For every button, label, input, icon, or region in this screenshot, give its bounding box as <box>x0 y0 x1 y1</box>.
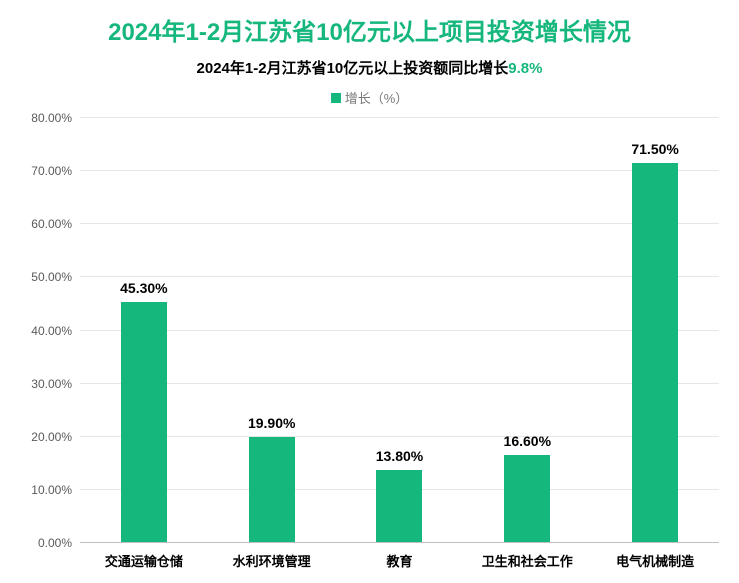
ytick-label: 80.00% <box>31 111 72 125</box>
xtick-label: 交通运输仓储 <box>105 551 183 570</box>
bar: 45.30% <box>121 302 167 543</box>
xtick-label: 卫生和社会工作 <box>482 551 573 570</box>
legend: 增长（%） <box>0 88 739 107</box>
bar-value-label: 19.90% <box>248 415 295 431</box>
chart-title: 2024年1-2月江苏省10亿元以上项目投资增长情况 <box>0 0 739 47</box>
gridline <box>80 170 719 171</box>
xtick-label: 电气机械制造 <box>616 551 694 570</box>
bar-value-label: 71.50% <box>631 141 678 157</box>
x-axis-line <box>80 542 719 543</box>
bar-value-label: 16.60% <box>504 433 551 449</box>
ytick-label: 30.00% <box>31 377 72 391</box>
gridline <box>80 223 719 224</box>
ytick-label: 20.00% <box>31 430 72 444</box>
chart-area: 0.00%10.00%20.00%30.00%40.00%50.00%60.00… <box>80 118 719 543</box>
subtitle-highlight: 9.8% <box>508 60 542 77</box>
ytick-label: 10.00% <box>31 483 72 497</box>
subtitle-prefix: 2024年1-2月江苏省10亿元以上投资额同比增长 <box>197 60 509 77</box>
bar-value-label: 45.30% <box>120 280 167 296</box>
chart-subtitle: 2024年1-2月江苏省10亿元以上投资额同比增长9.8% <box>0 57 739 78</box>
bar-value-label: 13.80% <box>376 448 423 464</box>
ytick-label: 0.00% <box>38 536 72 550</box>
legend-marker <box>331 93 341 103</box>
bar: 19.90% <box>249 437 295 543</box>
ytick-label: 70.00% <box>31 164 72 178</box>
gridline <box>80 276 719 277</box>
ytick-label: 50.00% <box>31 270 72 284</box>
gridline <box>80 117 719 118</box>
xtick-label: 水利环境管理 <box>233 551 311 570</box>
gridline <box>80 383 719 384</box>
xtick-label: 教育 <box>386 551 412 570</box>
bar: 71.50% <box>632 163 678 543</box>
ytick-label: 60.00% <box>31 217 72 231</box>
gridline <box>80 330 719 331</box>
bar: 16.60% <box>504 455 550 543</box>
gridline <box>80 436 719 437</box>
plot-region: 0.00%10.00%20.00%30.00%40.00%50.00%60.00… <box>80 118 719 543</box>
ytick-label: 40.00% <box>31 324 72 338</box>
bar: 13.80% <box>376 470 422 543</box>
legend-label: 增长（%） <box>345 91 409 106</box>
